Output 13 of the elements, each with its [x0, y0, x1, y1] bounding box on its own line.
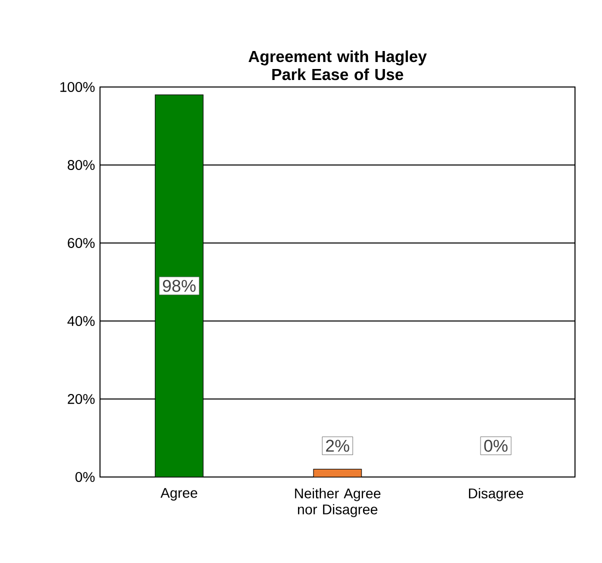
x-tick-label: Agree: [160, 488, 198, 501]
y-tick-label: 20%: [68, 394, 95, 404]
data-label: 98%: [162, 280, 196, 292]
data-label: 2%: [326, 440, 350, 452]
y-tick-label: 0%: [75, 472, 95, 482]
y-tick-label: 100%: [60, 82, 95, 92]
y-tick-label: 40%: [67, 316, 95, 326]
x-tick-label: Neither Agree nor Disagree: [295, 488, 380, 518]
data-label: 0%: [484, 440, 508, 452]
x-tick-label: Disagree: [468, 488, 524, 502]
chart-title: Agreement with Hagley Park Ease of Use: [248, 50, 427, 80]
y-tick-label: 80%: [68, 160, 95, 170]
y-tick-label: 60%: [68, 238, 95, 248]
